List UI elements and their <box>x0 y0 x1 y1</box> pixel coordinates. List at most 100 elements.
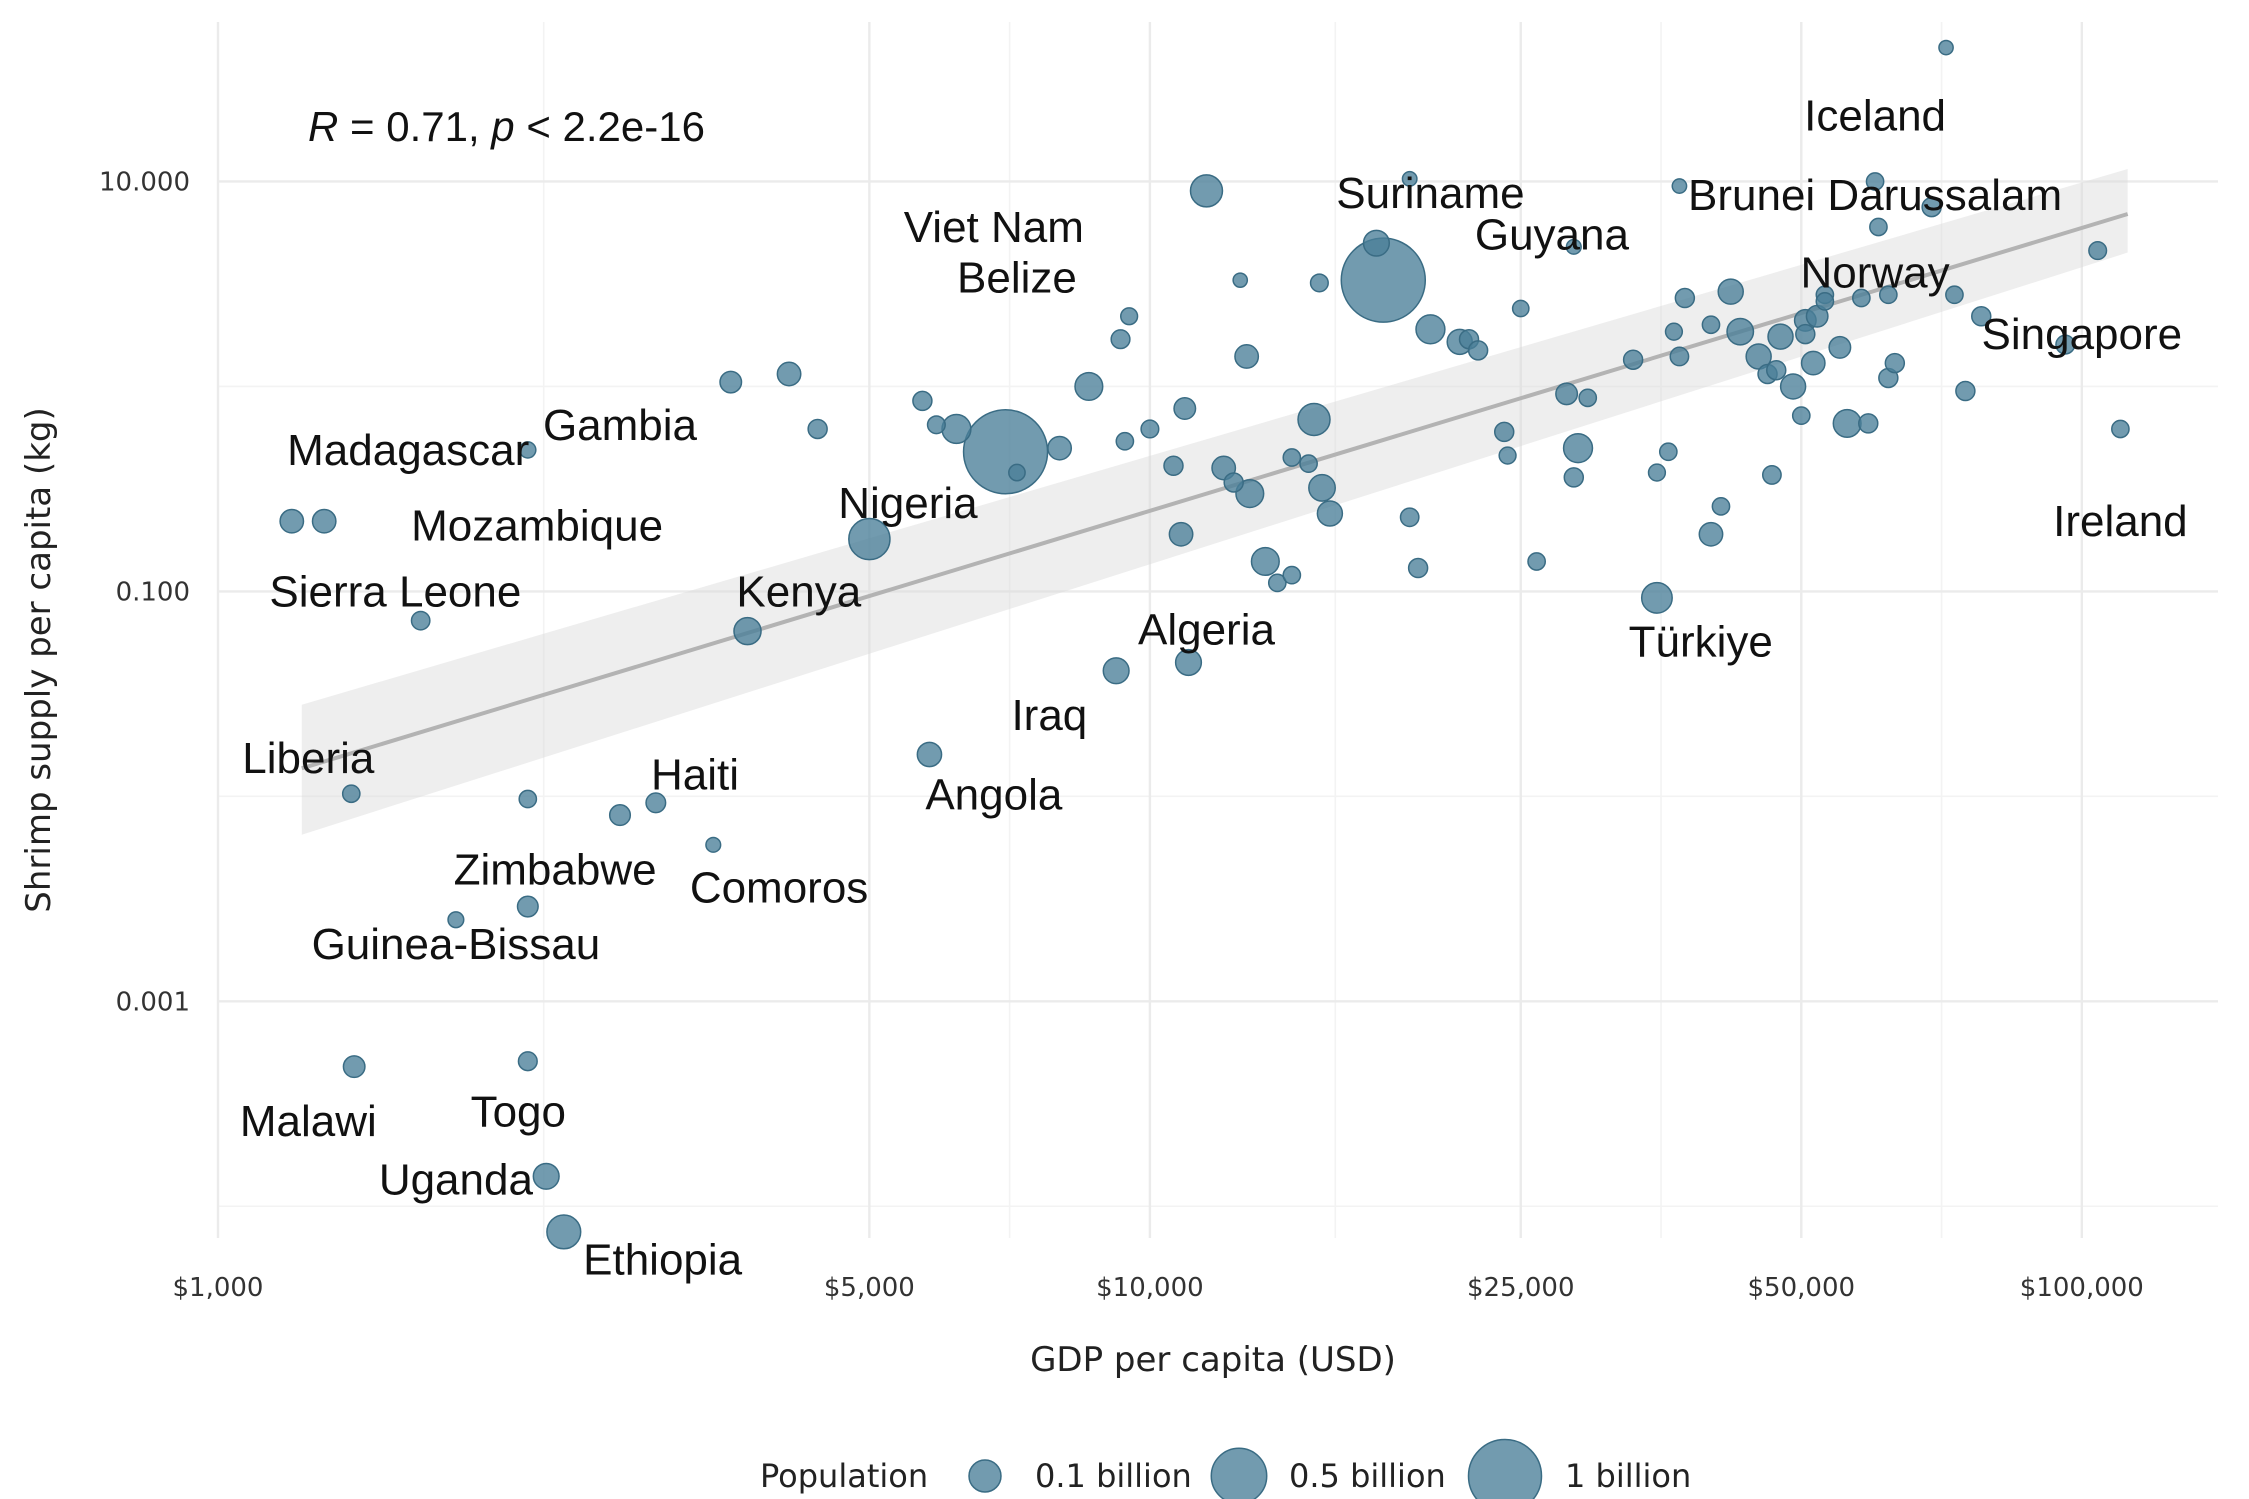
data-point <box>1173 397 1197 421</box>
legend-items: 0.1 billion 0.5 billion 1 billion <box>968 1438 1691 1499</box>
data-point <box>410 610 431 631</box>
data-point <box>1282 565 1302 585</box>
data-point <box>776 361 802 387</box>
data-point <box>517 1051 538 1072</box>
data-point <box>1828 335 1852 359</box>
data-point <box>1299 454 1318 474</box>
legend-title: Population <box>760 1457 928 1495</box>
data-point <box>1316 500 1344 527</box>
data-point <box>1669 346 1690 367</box>
data-point <box>1938 39 1954 56</box>
country-label: Türkiye <box>1629 617 1773 666</box>
data-point <box>1865 172 1885 191</box>
y-tick-label: 0.001 <box>116 987 190 1017</box>
data-point <box>1493 421 1515 443</box>
data-point <box>1779 373 1807 400</box>
country-labels-layer: Iceland Suriname Brunei Darussalam Viet Nam… <box>240 91 2188 1284</box>
data-point <box>1267 573 1287 593</box>
x-tick-label: $1,000 <box>173 1273 264 1303</box>
data-point <box>1527 552 1547 571</box>
country-label: Zimbabwe <box>454 845 657 894</box>
data-point <box>1921 196 1942 218</box>
country-label: Brunei Darussalam <box>1688 171 2062 220</box>
data-point <box>1851 288 1871 308</box>
data-point <box>1664 322 1684 341</box>
data-point <box>1945 285 1964 305</box>
data-point <box>1858 413 1879 434</box>
y-axis-title: Shrimp supply per capita (kg) <box>19 407 59 912</box>
data-point <box>1115 431 1135 451</box>
data-point <box>1120 307 1139 326</box>
data-point <box>1761 465 1782 485</box>
data-point <box>1562 432 1594 464</box>
country-label: Algeria <box>1138 606 1275 655</box>
data-point <box>1362 229 1391 257</box>
data-point <box>1622 349 1644 370</box>
data-point <box>1407 557 1429 579</box>
country-label: Norway <box>1801 248 1950 297</box>
data-point <box>1309 273 1329 293</box>
data-point <box>516 895 539 918</box>
y-tick-label: 0.100 <box>116 577 190 607</box>
data-point <box>1467 340 1489 361</box>
country-label: Liberia <box>242 734 375 783</box>
legend-size-key <box>1210 1447 1268 1499</box>
data-point <box>608 804 632 827</box>
data-point <box>1110 329 1131 350</box>
data-point <box>1795 323 1816 345</box>
data-point <box>1765 359 1787 381</box>
x-tick-label: $100,000 <box>2020 1273 2144 1303</box>
data-point <box>941 413 972 445</box>
country-label: Gambia <box>543 401 698 450</box>
data-point <box>1647 463 1667 482</box>
data-point <box>705 836 722 853</box>
data-point <box>1008 463 1026 482</box>
data-point <box>1234 344 1260 369</box>
data-point <box>916 741 943 768</box>
data-point <box>1511 299 1530 318</box>
data-point <box>1565 238 1582 255</box>
country-label: Belize <box>957 254 1077 303</box>
data-point <box>311 508 337 534</box>
data-point <box>1174 648 1203 677</box>
data-point <box>1878 285 1898 305</box>
data-point <box>1168 521 1194 547</box>
country-label: Ireland <box>2053 497 2188 546</box>
data-point <box>1555 382 1579 406</box>
data-point <box>342 1055 366 1079</box>
country-label: Angola <box>925 771 1063 820</box>
data-point <box>1726 317 1755 346</box>
data-point <box>1189 174 1224 208</box>
data-point <box>645 792 667 814</box>
data-point <box>848 517 891 561</box>
data-point <box>546 1214 582 1250</box>
x-tick-label: $10,000 <box>1096 1273 1204 1303</box>
data-point <box>1232 272 1249 289</box>
data-point <box>1415 314 1446 345</box>
data-point <box>341 784 361 804</box>
country-label: Guyana <box>1475 211 1630 260</box>
data-point <box>1869 217 1888 237</box>
country-label: Mozambique <box>411 501 663 550</box>
population-legend: Population 0.1 billion 0.5 billion 1 billi… <box>760 1438 1691 1499</box>
data-point <box>1401 170 1418 187</box>
data-point <box>807 418 828 440</box>
legend-item-label: 0.5 billion <box>1289 1457 1446 1495</box>
y-tick-label: 10.000 <box>99 167 190 197</box>
data-point <box>719 370 743 394</box>
data-points-layer <box>279 39 2130 1250</box>
data-point <box>1791 406 1811 426</box>
data-point <box>1832 408 1862 439</box>
country-label: Sierra Leone <box>269 567 521 616</box>
data-point <box>1640 581 1673 614</box>
country-label: Iceland <box>1804 91 1946 140</box>
data-point <box>1102 657 1130 685</box>
data-point <box>1671 178 1688 194</box>
data-point <box>1971 306 1992 327</box>
data-point <box>1955 380 1976 402</box>
data-point <box>1399 507 1420 528</box>
x-tick-label: $25,000 <box>1467 1273 1575 1303</box>
data-point <box>518 789 538 809</box>
data-point <box>1308 473 1336 502</box>
data-point <box>1658 442 1678 462</box>
